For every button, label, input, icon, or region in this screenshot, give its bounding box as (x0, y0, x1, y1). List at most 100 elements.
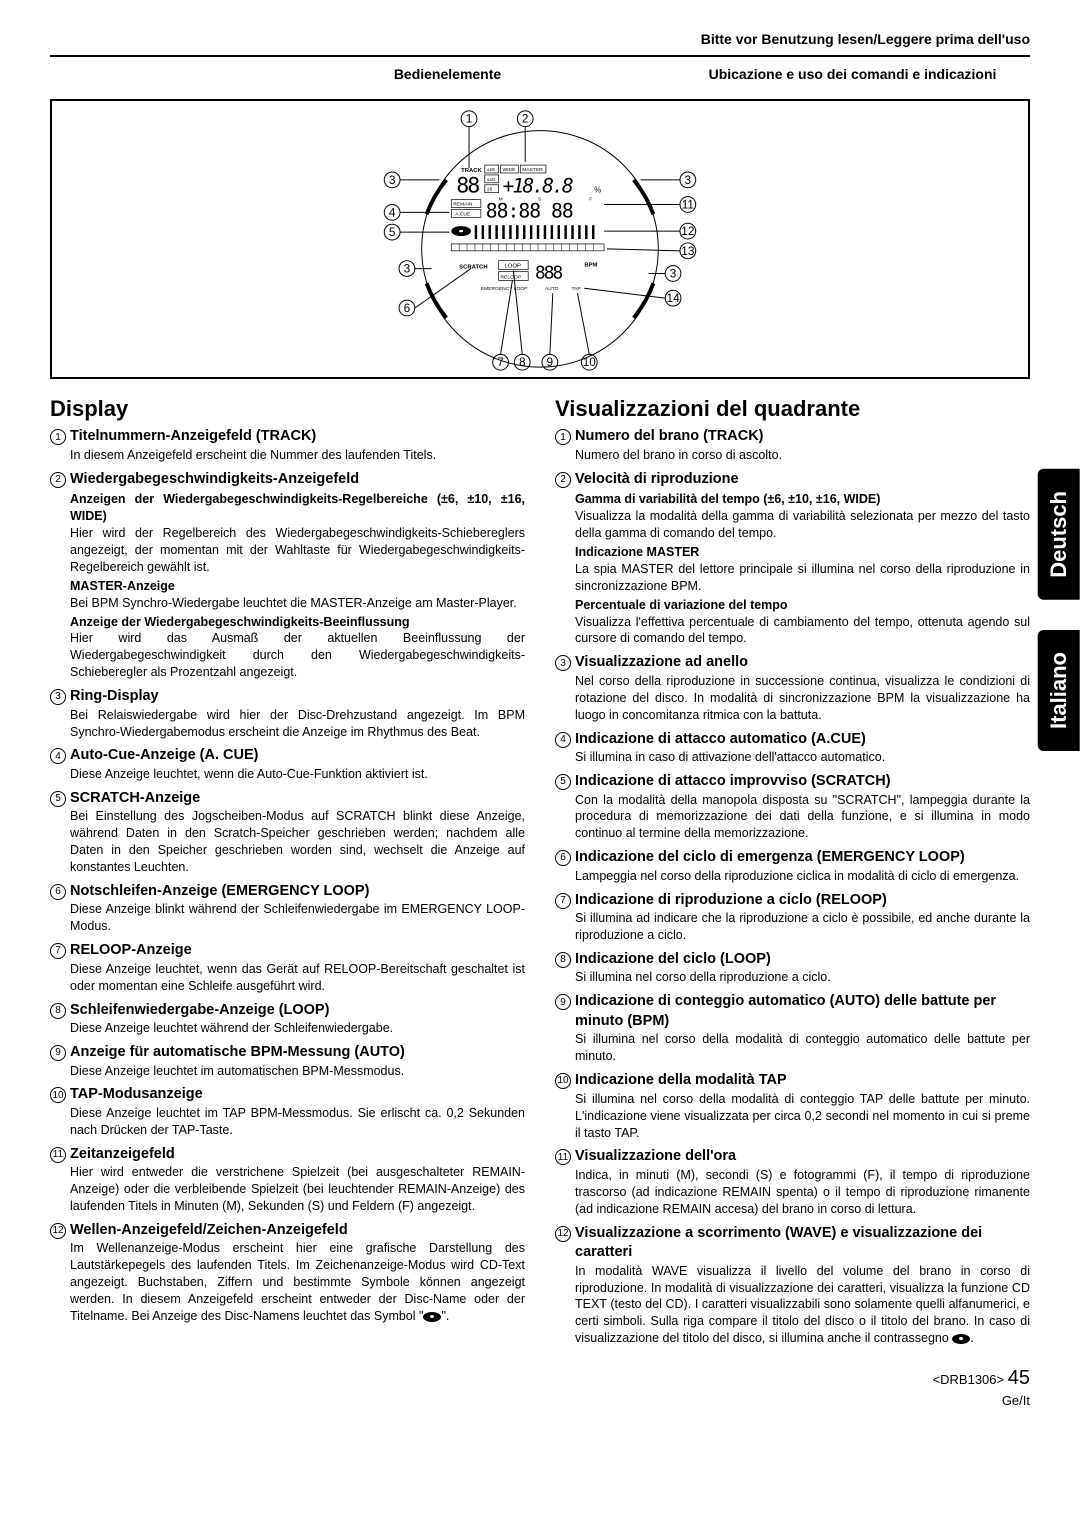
item-title: Visualizzazione a scorrimento (WAVE) e v… (575, 1224, 1030, 1263)
item-heading: 4Indicazione di attacco automatico (A.CU… (555, 730, 1030, 750)
item-body: Si illumina nel corso della modalità di … (555, 1091, 1030, 1142)
svg-text:10: 10 (583, 355, 597, 369)
item-body: Si illumina nel corso della modalità di … (555, 1031, 1030, 1065)
item-text: Lampeggia nel corso della riproduzione c… (575, 868, 1030, 885)
svg-text:WIDE: WIDE (503, 167, 517, 173)
item-number: 6 (555, 850, 571, 866)
disc-icon (952, 1334, 970, 1344)
right-items: 1Numero del brano (TRACK)Numero del bran… (555, 427, 1030, 1347)
svg-text:2: 2 (522, 111, 529, 125)
item-text: La spia MASTER del lettore principale si… (575, 561, 1030, 595)
list-item: 10Indicazione della modalità TAPSi illum… (555, 1071, 1030, 1141)
tab-deutsch: Deutsch (1038, 469, 1080, 600)
item-number: 2 (50, 472, 66, 488)
item-body: Si illumina in caso di attivazione dell'… (555, 749, 1030, 766)
list-item: 1Numero del brano (TRACK)Numero del bran… (555, 427, 1030, 463)
svg-text:7: 7 (497, 355, 504, 369)
svg-text:14: 14 (667, 291, 681, 305)
item-heading: 9Anzeige für automatische BPM-Messung (A… (50, 1043, 525, 1063)
item-heading: 2Wiedergabegeschwindigkeits-Anzeigefeld (50, 470, 525, 490)
list-item: 8Schleifenwiedergabe-Anzeige (LOOP)Diese… (50, 1001, 525, 1037)
display-diagram: TRACK ±16 WIDE MASTER ±10 ±6 88 +18.8.8 … (50, 99, 1030, 379)
list-item: 4Indicazione di attacco automatico (A.CU… (555, 730, 1030, 766)
item-text: Si illumina nel corso della riproduzione… (575, 969, 1030, 986)
footer-page: 45 (1008, 1367, 1030, 1389)
content-columns: Display 1Titelnummern-Anzeigefeld (TRACK… (50, 394, 1030, 1353)
item-body: Si illumina ad indicare che la riproduzi… (555, 910, 1030, 944)
item-heading: 3Visualizzazione ad anello (555, 653, 1030, 673)
item-text: Si illumina in caso di attivazione dell'… (575, 749, 1030, 766)
item-text: Diese Anzeige leuchtet im automatischen … (70, 1063, 525, 1080)
item-heading: 6Notschleifen-Anzeige (EMERGENCY LOOP) (50, 882, 525, 902)
svg-text:88:88 88: 88:88 88 (486, 199, 573, 222)
item-title: RELOOP-Anzeige (70, 941, 192, 961)
item-body: Gamma di variabilità del tempo (±6, ±10,… (555, 491, 1030, 647)
list-item: 1Titelnummern-Anzeigefeld (TRACK)In dies… (50, 427, 525, 463)
item-number: 10 (50, 1087, 66, 1103)
list-item: 7Indicazione di riproduzione a ciclo (RE… (555, 891, 1030, 944)
item-heading: 7Indicazione di riproduzione a ciclo (RE… (555, 891, 1030, 911)
item-subheading: Anzeigen der Wiedergabegeschwindigkeits-… (70, 491, 525, 525)
list-item: 8Indicazione del ciclo (LOOP)Si illumina… (555, 950, 1030, 986)
item-subheading: Gamma di variabilità del tempo (±6, ±10,… (575, 491, 1030, 508)
svg-text:3: 3 (389, 173, 396, 187)
item-number: 4 (50, 748, 66, 764)
svg-text:F: F (589, 196, 592, 202)
item-heading: 1Titelnummern-Anzeigefeld (TRACK) (50, 427, 525, 447)
list-item: 6Indicazione del ciclo di emergenza (EME… (555, 848, 1030, 884)
item-heading: 11Zeitanzeigefeld (50, 1145, 525, 1165)
language-tabs: Deutsch Italiano (1038, 469, 1080, 751)
item-number: 10 (555, 1073, 571, 1089)
list-item: 10TAP-ModusanzeigeDiese Anzeige leuchtet… (50, 1085, 525, 1138)
item-number: 2 (555, 472, 571, 488)
list-item: 5Indicazione di attacco improvviso (SCRA… (555, 772, 1030, 842)
item-title: Indicazione della modalità TAP (575, 1071, 787, 1091)
list-item: 11Visualizzazione dell'oraIndica, in min… (555, 1147, 1030, 1217)
list-item: 9Indicazione di conteggio automatico (AU… (555, 992, 1030, 1065)
item-number: 7 (50, 943, 66, 959)
list-item: 2Velocità di riproduzioneGamma di variab… (555, 470, 1030, 647)
item-body: Diese Anzeige leuchtet, wenn das Gerät a… (50, 961, 525, 995)
left-column: Display 1Titelnummern-Anzeigefeld (TRACK… (50, 394, 525, 1353)
svg-text:+18.8.8: +18.8.8 (503, 174, 573, 197)
item-number: 8 (555, 952, 571, 968)
svg-text:5: 5 (389, 225, 396, 239)
svg-text:BPM: BPM (584, 262, 597, 268)
svg-text:11: 11 (682, 197, 694, 211)
item-heading: 1Numero del brano (TRACK) (555, 427, 1030, 447)
item-heading: 7RELOOP-Anzeige (50, 941, 525, 961)
item-title: Indicazione del ciclo di emergenza (EMER… (575, 848, 965, 868)
item-title: SCRATCH-Anzeige (70, 789, 200, 809)
item-title: Anzeige für automatische BPM-Messung (AU… (70, 1043, 405, 1063)
list-item: 11ZeitanzeigefeldHier wird entweder die … (50, 1145, 525, 1215)
item-text: Numero del brano in corso di ascolto. (575, 447, 1030, 464)
item-body: Si illumina nel corso della riproduzione… (555, 969, 1030, 986)
svg-text:EMERGENCY LOOP: EMERGENCY LOOP (481, 286, 528, 292)
item-heading: 8Indicazione del ciclo (LOOP) (555, 950, 1030, 970)
svg-text:%: % (594, 185, 601, 194)
item-text: Si illumina nel corso della modalità di … (575, 1031, 1030, 1065)
item-title: Visualizzazione ad anello (575, 653, 748, 673)
sub-header: Bedienelemente Ubicazione e uso dei coma… (50, 65, 1030, 84)
item-heading: 9Indicazione di conteggio automatico (AU… (555, 992, 1030, 1031)
item-title: Wiedergabegeschwindigkeits-Anzeigefeld (70, 470, 359, 490)
svg-text:REMAIN: REMAIN (453, 201, 473, 207)
item-text: Visualizza l'effettiva percentuale di ca… (575, 614, 1030, 648)
item-number: 5 (555, 774, 571, 790)
item-body: Con la modalità della manopola disposta … (555, 792, 1030, 843)
item-body: In diesem Anzeigefeld erscheint die Numm… (50, 447, 525, 464)
item-heading: 10Indicazione della modalità TAP (555, 1071, 1030, 1091)
diagram-svg: TRACK ±16 WIDE MASTER ±10 ±6 88 +18.8.8 … (52, 101, 1028, 377)
item-title: Wellen-Anzeigefeld/Zeichen-Anzeigefeld (70, 1221, 348, 1241)
item-text: Bei Relaiswiedergabe wird hier der Disc-… (70, 707, 525, 741)
item-title: Ring-Display (70, 687, 159, 707)
item-heading: 12Visualizzazione a scorrimento (WAVE) e… (555, 1224, 1030, 1263)
item-body: Diese Anzeige leuchtet während der Schle… (50, 1020, 525, 1037)
item-body: Numero del brano in corso di ascolto. (555, 447, 1030, 464)
item-subheading: MASTER-Anzeige (70, 578, 525, 595)
item-body: Lampeggia nel corso della riproduzione c… (555, 868, 1030, 885)
sub-header-right: Ubicazione e uso dei comandi e indicazio… (625, 65, 1030, 84)
item-text: Indica, in minuti (M), secondi (S) e fot… (575, 1167, 1030, 1218)
item-text: Im Wellenanzeige-Modus erscheint hier ei… (70, 1240, 525, 1324)
item-body: Diese Anzeige leuchtet im automatischen … (50, 1063, 525, 1080)
